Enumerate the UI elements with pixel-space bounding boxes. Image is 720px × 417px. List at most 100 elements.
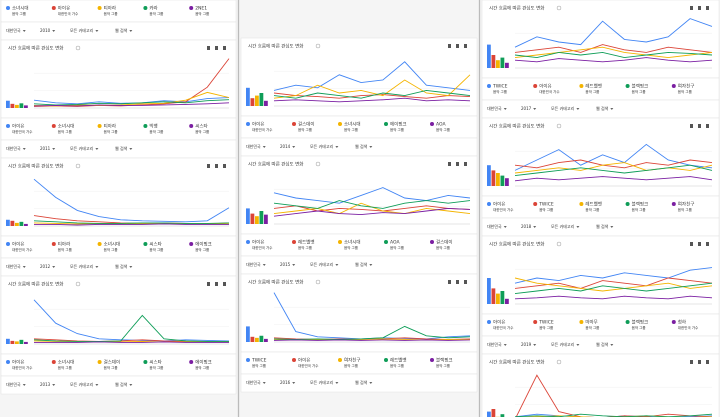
- embed-icon[interactable]: [456, 44, 459, 48]
- filter-dropdown[interactable]: 웹 검색: [596, 223, 609, 229]
- average-bar: [505, 62, 509, 68]
- help-icon: [556, 5, 562, 11]
- legend-dot: [533, 84, 538, 88]
- download-icon[interactable]: [448, 280, 451, 284]
- filter-dropdown[interactable]: 대한민국: [6, 145, 21, 151]
- share-icon[interactable]: [706, 242, 709, 246]
- filter-dropdown[interactable]: 대한민국: [6, 27, 21, 33]
- share-icon[interactable]: [223, 282, 226, 286]
- embed-icon[interactable]: [215, 164, 218, 168]
- filter-dropdown[interactable]: 2019: [521, 342, 532, 347]
- embed-icon[interactable]: [698, 242, 701, 246]
- embed-icon[interactable]: [456, 162, 459, 166]
- filter-dropdown[interactable]: 대한민국: [246, 143, 261, 149]
- download-icon[interactable]: [690, 360, 693, 364]
- legend-sub: 음악 그룹: [585, 325, 600, 330]
- average-bar: [24, 341, 28, 344]
- download-icon[interactable]: [448, 162, 451, 166]
- filter-dropdown[interactable]: 2018: [521, 224, 532, 229]
- filter-dropdown[interactable]: 웹 검색: [355, 143, 368, 149]
- legend-name: 소녀시대: [104, 241, 121, 248]
- filter-dropdown[interactable]: 모든 카테고리: [310, 143, 334, 149]
- filter-dropdown[interactable]: 웹 검색: [115, 381, 128, 387]
- share-icon[interactable]: [464, 162, 467, 166]
- legend-name: 아이유: [58, 5, 70, 12]
- legend-dot: [430, 122, 434, 126]
- filter-dropdown[interactable]: 2013: [40, 382, 51, 387]
- filter-dropdown[interactable]: 2015: [280, 262, 291, 267]
- legend-name: 여자친구: [678, 83, 695, 90]
- download-icon[interactable]: [207, 46, 210, 50]
- filter-dropdown[interactable]: 모든 카테고리: [310, 261, 334, 267]
- download-icon[interactable]: [448, 44, 451, 48]
- trend-line: [273, 205, 471, 212]
- filter-dropdown[interactable]: 2014: [280, 144, 291, 149]
- average-bar: [10, 220, 15, 226]
- filter-dropdown[interactable]: 모든 카테고리: [70, 381, 94, 387]
- filter-dropdown[interactable]: 2016: [280, 380, 291, 385]
- filter-dropdown[interactable]: 2010: [40, 28, 51, 33]
- legend-name: 청하: [678, 319, 687, 326]
- legend-dot: [189, 6, 194, 10]
- share-icon[interactable]: [706, 6, 709, 10]
- trend-line: [273, 338, 470, 341]
- legend-name: 여자친구: [678, 201, 695, 208]
- legend-dot: [579, 202, 584, 206]
- filter-dropdown[interactable]: 웹 검색: [355, 261, 368, 267]
- embed-icon[interactable]: [698, 124, 701, 128]
- filter-dropdown[interactable]: 웹 검색: [115, 27, 128, 33]
- filter-dropdown[interactable]: 대한민국: [487, 341, 502, 347]
- legend-sub: 음악 그룹: [436, 245, 451, 250]
- dropdown-arrow: [369, 146, 373, 148]
- embed-icon[interactable]: [215, 46, 218, 50]
- filter-dropdown[interactable]: 웹 검색: [115, 145, 128, 151]
- average-bar: [505, 178, 509, 186]
- legend-name: 아이유: [12, 123, 24, 130]
- filter-dropdown[interactable]: 모든 카테고리: [70, 145, 94, 151]
- filter-dropdown[interactable]: 대한민국: [487, 105, 502, 111]
- legend-name: 아이유: [539, 83, 551, 90]
- filter-dropdown[interactable]: 모든 카테고리: [310, 379, 334, 385]
- legend-sub: 음악 그룹: [149, 247, 164, 252]
- filter-dropdown[interactable]: 대한민국: [6, 381, 21, 387]
- filter-dropdown[interactable]: 2017: [521, 106, 532, 111]
- legend-sub: 대한민국 가수: [252, 127, 273, 132]
- share-icon[interactable]: [706, 360, 709, 364]
- share-icon[interactable]: [223, 46, 226, 50]
- share-icon[interactable]: [706, 124, 709, 128]
- filter-dropdown[interactable]: 모든 카테고리: [70, 27, 94, 33]
- filter-dropdown[interactable]: 웹 검색: [355, 379, 368, 385]
- embed-icon[interactable]: [456, 280, 459, 284]
- legend-dot: [189, 242, 194, 246]
- filter-dropdown[interactable]: 웹 검색: [115, 263, 128, 269]
- download-icon[interactable]: [690, 6, 693, 10]
- filter-dropdown[interactable]: 대한민국: [487, 223, 502, 229]
- download-icon[interactable]: [690, 242, 693, 246]
- filter-dropdown[interactable]: 웹 검색: [596, 105, 609, 111]
- share-icon[interactable]: [464, 44, 467, 48]
- dropdown-arrow: [95, 384, 99, 386]
- filter-dropdown[interactable]: 대한민국: [246, 379, 261, 385]
- download-icon[interactable]: [207, 282, 210, 286]
- filter-dropdown[interactable]: 대한민국: [246, 261, 261, 267]
- share-icon[interactable]: [464, 280, 467, 284]
- legend-sub: 음악 그룹: [585, 207, 600, 212]
- filter-dropdown[interactable]: 웹 검색: [596, 341, 609, 347]
- legend-dot: [143, 242, 148, 246]
- embed-icon[interactable]: [698, 6, 701, 10]
- download-icon[interactable]: [207, 164, 210, 168]
- filter-dropdown[interactable]: 모든 카테고리: [551, 223, 575, 229]
- embed-icon[interactable]: [698, 360, 701, 364]
- average-bar: [24, 223, 28, 226]
- filter-dropdown[interactable]: 모든 카테고리: [551, 105, 575, 111]
- legend-name: 마마무: [585, 319, 597, 326]
- average-bar: [496, 293, 500, 304]
- filter-dropdown[interactable]: 모든 카테고리: [551, 341, 575, 347]
- download-icon[interactable]: [690, 124, 693, 128]
- filter-dropdown[interactable]: 모든 카테고리: [70, 263, 94, 269]
- filter-dropdown[interactable]: 2011: [40, 146, 51, 151]
- share-icon[interactable]: [223, 164, 226, 168]
- filter-dropdown[interactable]: 2012: [40, 264, 51, 269]
- embed-icon[interactable]: [215, 282, 218, 286]
- filter-dropdown[interactable]: 대한민국: [6, 263, 21, 269]
